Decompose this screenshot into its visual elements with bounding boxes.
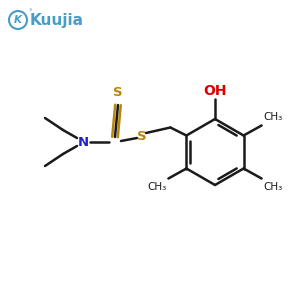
Text: CH₃: CH₃ [264, 112, 283, 122]
Text: OH: OH [203, 84, 227, 98]
Text: S: S [137, 130, 147, 143]
Text: S: S [113, 85, 123, 98]
Text: K: K [14, 15, 22, 25]
Text: N: N [77, 136, 88, 148]
Text: CH₃: CH₃ [264, 182, 283, 191]
Text: CH₃: CH₃ [147, 182, 167, 191]
Text: °: ° [28, 9, 31, 15]
Text: Kuujia: Kuujia [30, 13, 84, 28]
